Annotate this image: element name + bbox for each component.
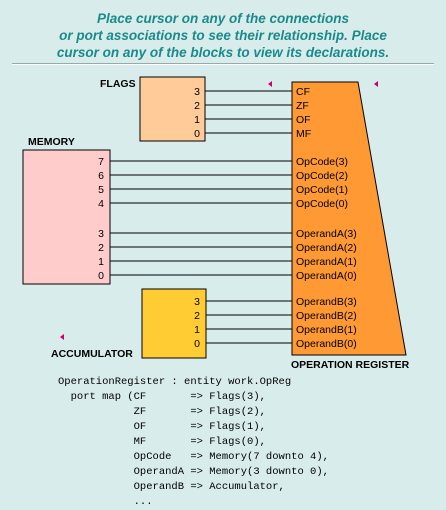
memory-block-title: MEMORY <box>28 136 75 148</box>
port-opcode2[interactable]: OpCode(2) <box>296 170 348 182</box>
memory-pin-2[interactable]: 2 <box>98 242 104 254</box>
marker-icon <box>374 81 378 87</box>
flags-pin-3[interactable]: 3 <box>194 86 200 98</box>
memory-pin-6[interactable]: 6 <box>98 170 104 182</box>
accumulator-pin-2[interactable]: 2 <box>194 310 200 322</box>
accumulator-pin-3[interactable]: 3 <box>194 296 200 308</box>
flags-block[interactable] <box>139 76 206 142</box>
instructions-line-1: Place cursor on any of the connections <box>96 11 350 26</box>
memory-pin-0[interactable]: 0 <box>98 270 104 282</box>
port-operanda3[interactable]: OperandA(3) <box>296 228 357 240</box>
memory-pin-4[interactable]: 4 <box>98 198 104 210</box>
memory-pin-1[interactable]: 1 <box>98 256 104 268</box>
vhdl-port-map-code: OperationRegister : entity work.OpReg po… <box>58 375 329 510</box>
port-cf[interactable]: CF <box>296 86 310 98</box>
operation-register-block[interactable] <box>291 81 407 356</box>
marker-icon <box>60 334 64 340</box>
accumulator-pin-0[interactable]: 0 <box>194 338 200 350</box>
header-divider <box>12 63 434 65</box>
instructions-header: Place cursor on any of the connections o… <box>0 10 446 61</box>
port-operandb1[interactable]: OperandB(1) <box>296 324 357 336</box>
port-operanda2[interactable]: OperandA(2) <box>296 242 357 254</box>
accumulator-block[interactable] <box>141 288 207 359</box>
code-line[interactable]: ... <box>58 496 153 508</box>
memory-pin-3[interactable]: 3 <box>98 228 104 240</box>
code-line[interactable]: OF => Flags(1), <box>58 421 266 433</box>
port-operandb2[interactable]: OperandB(2) <box>296 310 357 322</box>
code-line[interactable]: OperandB => Accumulator, <box>58 481 285 493</box>
flags-pin-2[interactable]: 2 <box>194 100 200 112</box>
port-of[interactable]: OF <box>296 114 311 126</box>
code-line[interactable]: OpCode => Memory(7 downto 4), <box>58 451 329 463</box>
port-operanda1[interactable]: OperandA(1) <box>296 256 357 268</box>
accumulator-block-title: ACCUMULATOR <box>51 348 133 360</box>
code-line[interactable]: port map (CF => Flags(3), <box>58 391 266 403</box>
port-operandb3[interactable]: OperandB(3) <box>296 296 357 308</box>
memory-pin-5[interactable]: 5 <box>98 184 104 196</box>
code-line[interactable]: MF => Flags(0), <box>58 436 266 448</box>
instructions-line-3: cursor on any of the blocks to view its … <box>56 45 390 60</box>
marker-icon <box>268 81 272 87</box>
code-line[interactable]: OperationRegister : entity work.OpReg <box>58 376 292 388</box>
port-opcode1[interactable]: OpCode(1) <box>296 184 348 196</box>
flags-block-title: FLAGS <box>100 78 136 90</box>
flags-pin-1[interactable]: 1 <box>194 114 200 126</box>
port-operandb0[interactable]: OperandB(0) <box>296 338 357 350</box>
instructions-line-2: or port associations to see their relati… <box>59 28 387 43</box>
port-mf[interactable]: MF <box>296 128 311 140</box>
memory-block[interactable] <box>22 149 111 285</box>
accumulator-pin-1[interactable]: 1 <box>194 324 200 336</box>
code-line[interactable]: OperandA => Memory(3 downto 0), <box>58 466 329 478</box>
code-line[interactable]: ZF => Flags(2), <box>58 406 266 418</box>
flags-pin-0[interactable]: 0 <box>194 128 200 140</box>
port-opcode0[interactable]: OpCode(0) <box>296 198 348 210</box>
port-opcode3[interactable]: OpCode(3) <box>296 156 348 168</box>
operation-register-title: OPERATION REGISTER <box>291 359 410 371</box>
port-operanda0[interactable]: OperandA(0) <box>296 270 357 282</box>
memory-pin-7[interactable]: 7 <box>98 156 104 168</box>
port-zf[interactable]: ZF <box>296 100 309 112</box>
